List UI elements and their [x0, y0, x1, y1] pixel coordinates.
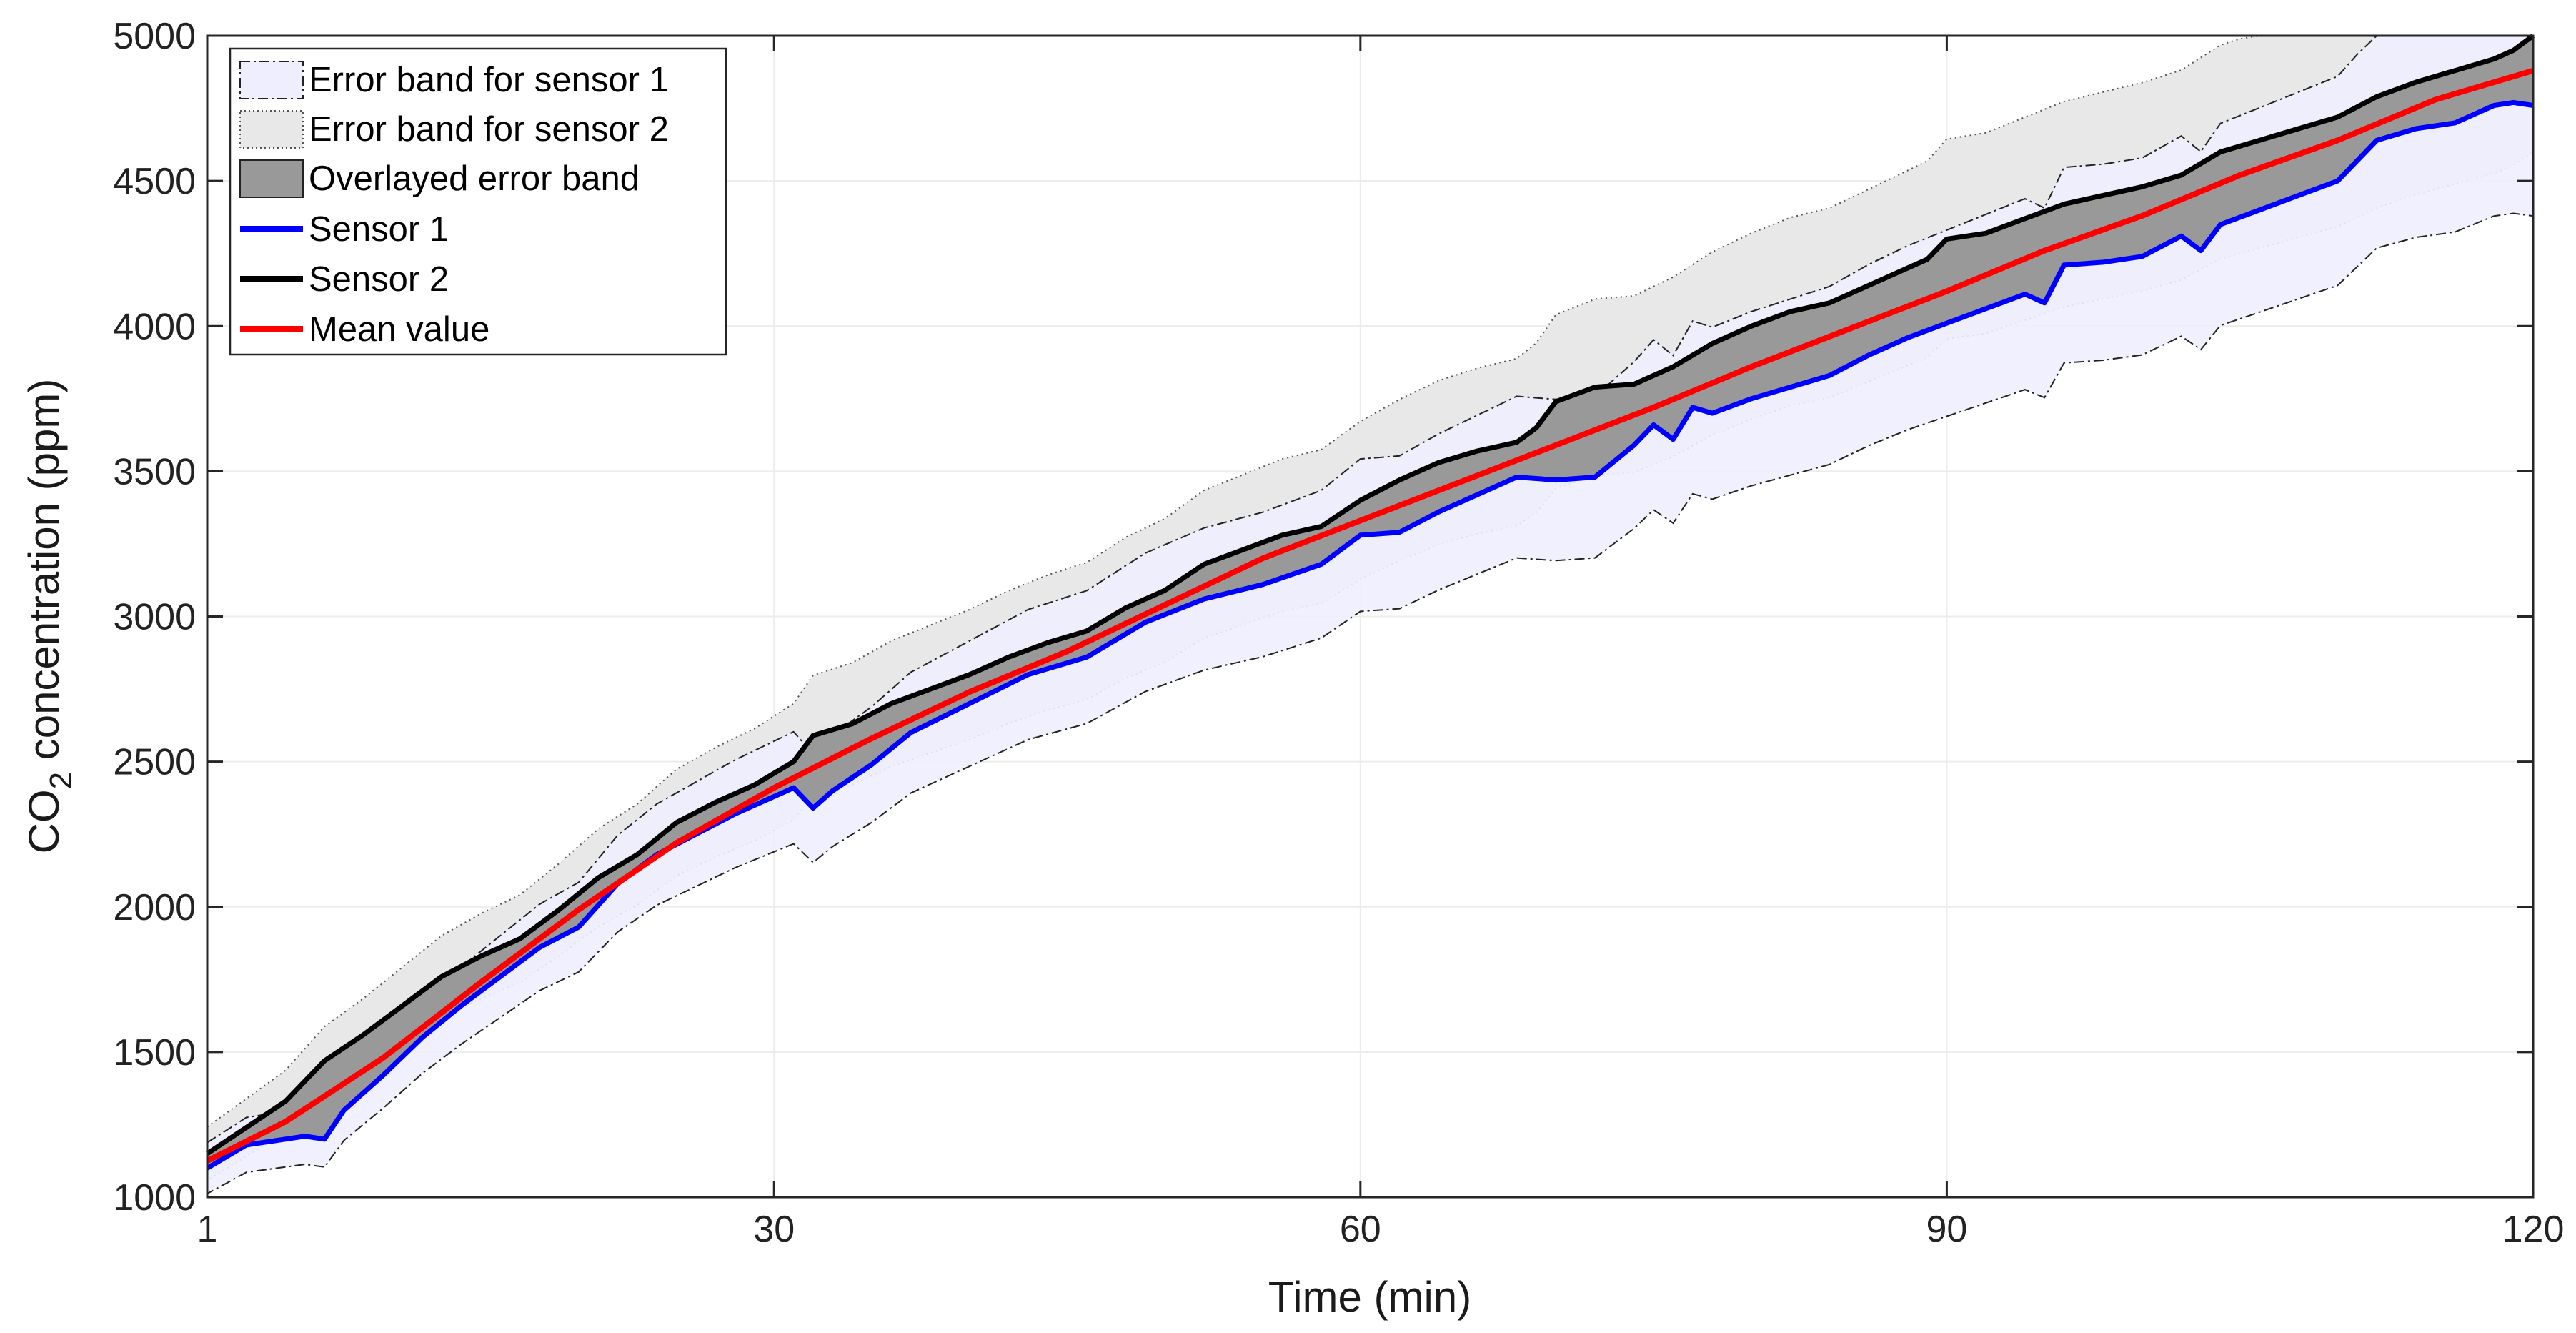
- y-tick-label: 2000: [113, 887, 196, 928]
- y-axis-label: CO2 concentration (ppm): [20, 379, 79, 854]
- legend-swatch-overlap: [239, 159, 304, 198]
- y-tick-label: 4500: [113, 161, 196, 202]
- series-line-sensor2: [206, 34, 2535, 1156]
- legend-item-band1: Error band for sensor 1: [239, 61, 669, 99]
- legend-label-overlap: Overlayed error band: [309, 159, 640, 198]
- y-tick-label: 4000: [113, 306, 196, 347]
- y-tick-label: 3000: [113, 597, 196, 638]
- legend: Error band for sensor 1 Error band for s…: [229, 47, 727, 356]
- legend-swatch-band2: [239, 110, 304, 149]
- legend-label-sensor1: Sensor 1: [309, 210, 449, 249]
- legend-label-band2: Error band for sensor 2: [309, 110, 669, 149]
- x-tick-label: 1: [197, 1209, 218, 1250]
- legend-item-mean: Mean value: [240, 310, 489, 349]
- legend-label-band1: Error band for sensor 1: [309, 61, 669, 99]
- legend-box: [229, 47, 727, 356]
- y-axis-label-subscript: 2: [44, 772, 79, 789]
- y-tick-label: 5000: [113, 16, 196, 57]
- y-tick-label: 2500: [113, 742, 196, 783]
- legend-item-sensor1: Sensor 1: [240, 210, 449, 249]
- y-tick-label: 3500: [113, 451, 196, 492]
- y-axis-label-prefix: CO: [20, 789, 68, 853]
- y-tick-label: 1000: [113, 1177, 196, 1219]
- axis-ticks: 1 30 60 90 120 1000 1500 2000 2500 3000 3500 4000 45…: [113, 16, 2564, 1250]
- y-axis-label-suffix: concentration (ppm): [20, 379, 68, 772]
- legend-item-band2: Error band for sensor 2: [239, 110, 669, 149]
- x-tick-label: 30: [753, 1209, 795, 1250]
- series-line-sensor1: [206, 99, 2534, 1171]
- legend-item-overlap: Overlayed error band: [239, 159, 640, 198]
- x-tick-label: 60: [1340, 1209, 1381, 1250]
- x-tick-label: 90: [1926, 1209, 1967, 1250]
- legend-item-sensor2: Sensor 2: [240, 260, 449, 299]
- legend-label-mean: Mean value: [309, 310, 489, 349]
- x-tick-label: 120: [2502, 1209, 2565, 1250]
- series-line-mean: [206, 67, 2535, 1164]
- y-tick-label: 1500: [113, 1032, 196, 1074]
- legend-label-sensor2: Sensor 2: [309, 260, 449, 299]
- legend-swatch-band1: [239, 61, 304, 99]
- series-lines: [206, 34, 2535, 1171]
- x-axis-label: Time (min): [1268, 1273, 1471, 1321]
